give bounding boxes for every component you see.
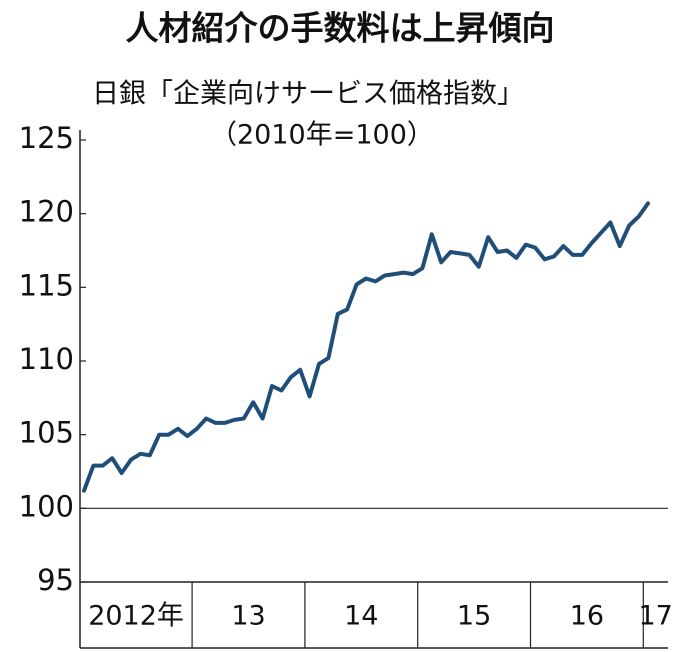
y-tick-label: 95 xyxy=(37,563,74,597)
x-tick-label: 13 xyxy=(231,601,265,632)
y-tick-label: 120 xyxy=(19,195,74,229)
subtitle: （2010年=100） xyxy=(210,120,434,151)
y-tick-label: 110 xyxy=(19,342,74,376)
y-tick-label: 115 xyxy=(19,268,74,302)
x-tick-label: 16 xyxy=(570,601,604,632)
x-tick-label: 14 xyxy=(344,601,378,632)
y-tick-label: 105 xyxy=(19,416,74,450)
y-tick-label: 125 xyxy=(19,121,74,155)
y-tick-label: 100 xyxy=(19,489,74,523)
chart-title: 人材紹介の手数料は上昇傾向 xyxy=(126,9,555,48)
x-tick-label: 17 xyxy=(638,601,672,632)
x-tick-label: 2012年 xyxy=(88,601,184,632)
subtitle: 日銀「企業向けサービス価格指数」 xyxy=(92,79,524,110)
data-line xyxy=(82,201,650,493)
x-tick-label: 15 xyxy=(457,601,491,632)
